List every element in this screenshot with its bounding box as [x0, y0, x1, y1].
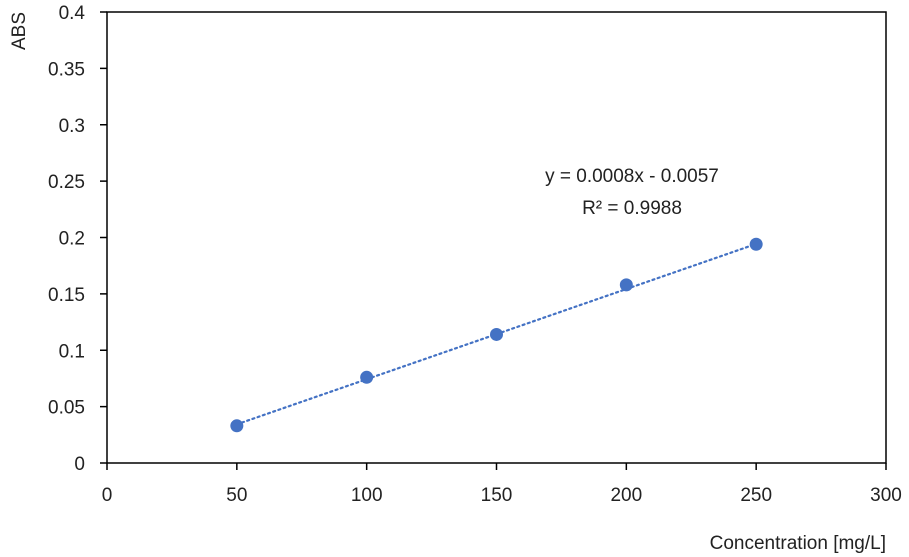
y-tick-label: 0.05	[48, 398, 85, 419]
data-point	[749, 237, 763, 251]
x-tick-label: 150	[481, 485, 513, 506]
data-point	[230, 419, 244, 433]
x-tick-label: 0	[102, 485, 113, 506]
y-tick-label: 0.25	[48, 172, 85, 193]
x-tick-labels: 0 50 100 150 200 250 300	[102, 485, 902, 506]
y-tick-label: 0.1	[59, 341, 85, 362]
trendline-r-squared: R² = 0.9988	[582, 198, 682, 219]
plot-area-border	[106, 11, 887, 464]
data-point	[619, 278, 633, 292]
y-tick-labels: 0 0.05 0.1 0.15 0.2 0.25 0.3 0.35 0.4	[48, 3, 85, 475]
y-tick-label: 0.15	[48, 285, 85, 306]
x-tick-label: 100	[351, 485, 383, 506]
x-tick-label: 300	[870, 485, 902, 506]
y-tick-label: 0	[74, 454, 85, 475]
data-point	[490, 327, 503, 341]
y-tick-label: 0.4	[59, 3, 86, 24]
y-tick-label: 0.3	[59, 116, 85, 137]
x-tick-label: 200	[610, 485, 642, 506]
y-axis-label: ABS	[9, 12, 30, 50]
data-points	[230, 237, 763, 433]
data-point	[360, 370, 374, 384]
x-tick-label: 50	[226, 485, 247, 506]
x-axis-label: Concentration [mg/L]	[710, 533, 886, 554]
x-tick-label: 250	[740, 485, 772, 506]
y-tick-label: 0.2	[59, 229, 85, 250]
axes	[100, 11, 887, 470]
trendline-equation: y = 0.0008x - 0.0057	[545, 166, 719, 187]
y-tick-label: 0.35	[48, 59, 85, 80]
